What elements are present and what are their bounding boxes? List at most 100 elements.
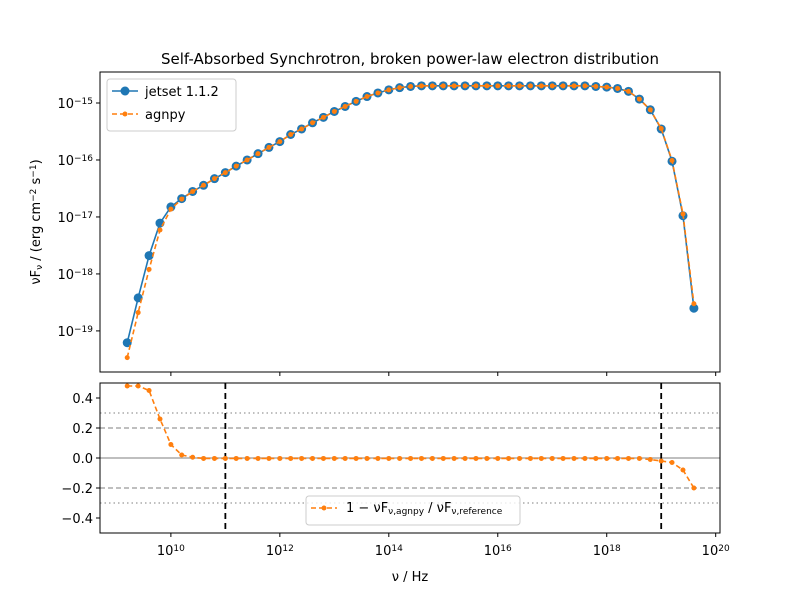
legend-box — [106, 78, 237, 132]
marker — [190, 188, 196, 194]
marker — [211, 176, 217, 182]
marker — [625, 88, 631, 94]
marker — [462, 83, 468, 89]
x-tick-label-base: 10 — [375, 544, 392, 559]
marker — [233, 455, 239, 461]
marker — [135, 383, 141, 389]
y-tick-label-exponent: −19 — [74, 325, 93, 335]
marker — [484, 455, 490, 461]
marker — [320, 455, 326, 461]
marker — [146, 266, 152, 272]
marker — [593, 455, 599, 461]
y-tick-label: 10−18 — [57, 268, 93, 283]
marker — [680, 467, 686, 473]
marker — [255, 151, 261, 157]
marker — [331, 108, 337, 114]
marker — [658, 458, 664, 464]
marker — [495, 83, 501, 89]
marker — [473, 455, 479, 461]
marker — [310, 455, 316, 461]
x-tick-label-exponent: 16 — [500, 544, 512, 554]
marker — [386, 87, 392, 93]
marker — [691, 301, 697, 307]
marker — [669, 157, 675, 163]
marker — [473, 83, 479, 89]
marker — [549, 455, 555, 461]
marker — [299, 455, 305, 461]
y-tick-label: 0.0 — [72, 452, 93, 467]
plot-frame — [99, 71, 721, 373]
marker — [691, 485, 697, 491]
marker — [133, 293, 143, 303]
marker — [288, 131, 294, 137]
marker — [495, 455, 501, 461]
y-tick-label-base: 10 — [57, 325, 74, 340]
y-tick-label-base: 10 — [57, 211, 74, 226]
marker — [144, 251, 154, 261]
marker — [680, 211, 686, 217]
marker — [124, 383, 130, 389]
marker — [517, 83, 523, 89]
marker — [277, 455, 283, 461]
x-tick-label-exponent: 10 — [173, 544, 185, 554]
x-tick-label-base: 10 — [266, 544, 283, 559]
marker — [375, 455, 381, 461]
marker — [517, 455, 523, 461]
x-tick-label-base: 10 — [702, 544, 719, 559]
marker — [168, 442, 174, 447]
marker — [364, 94, 370, 100]
marker — [146, 388, 152, 393]
marker — [647, 457, 653, 462]
marker — [331, 455, 337, 461]
marker — [429, 455, 435, 461]
y-tick-label: 10−15 — [57, 97, 93, 112]
marker — [636, 455, 642, 461]
y-axis-label-part: −2 — [29, 189, 39, 202]
marker — [179, 196, 185, 202]
marker — [689, 303, 699, 313]
x-tick-label: 1012 — [266, 544, 294, 559]
y-tick-label: 0.4 — [72, 392, 93, 407]
marker — [342, 103, 348, 109]
marker — [451, 83, 457, 89]
marker — [244, 455, 250, 461]
marker — [418, 455, 424, 461]
marker — [190, 454, 196, 460]
marker — [440, 83, 446, 89]
marker — [201, 455, 207, 461]
y-axis-label-part: s — [29, 177, 44, 188]
legend-label: 1 − νFν,agnpy / νFν,reference — [346, 501, 503, 517]
chart-title: Self-Absorbed Synchrotron, broken power-… — [161, 50, 659, 68]
marker — [506, 83, 512, 89]
marker — [615, 85, 621, 91]
y-axis-label-part: / (erg cm — [29, 202, 44, 265]
marker — [233, 163, 239, 169]
legend-label-part: / νF — [424, 501, 451, 516]
marker — [538, 455, 544, 461]
marker — [538, 83, 544, 89]
marker — [353, 455, 359, 461]
y-axis-label: νFν / (erg cm−2 s−1) — [29, 159, 45, 284]
marker — [397, 85, 403, 91]
y-tick-label-exponent: −15 — [74, 97, 93, 107]
marker — [211, 455, 217, 461]
y-tick-label: 10−17 — [57, 211, 93, 226]
legend-label-part: 1 − νF — [346, 501, 388, 516]
y-tick-label-exponent: −18 — [74, 268, 93, 278]
marker — [669, 460, 675, 465]
marker — [658, 125, 664, 131]
marker — [418, 83, 424, 89]
x-tick-label: 1018 — [593, 544, 621, 559]
marker — [266, 144, 272, 150]
marker — [364, 455, 370, 461]
marker — [320, 114, 326, 120]
marker — [429, 83, 435, 89]
x-tick-label-exponent: 18 — [609, 544, 621, 554]
marker — [604, 84, 610, 90]
marker — [244, 157, 250, 163]
legend-marker — [321, 505, 327, 511]
marker — [342, 455, 348, 461]
marker — [593, 83, 599, 89]
marker — [582, 83, 588, 89]
marker — [277, 139, 283, 145]
